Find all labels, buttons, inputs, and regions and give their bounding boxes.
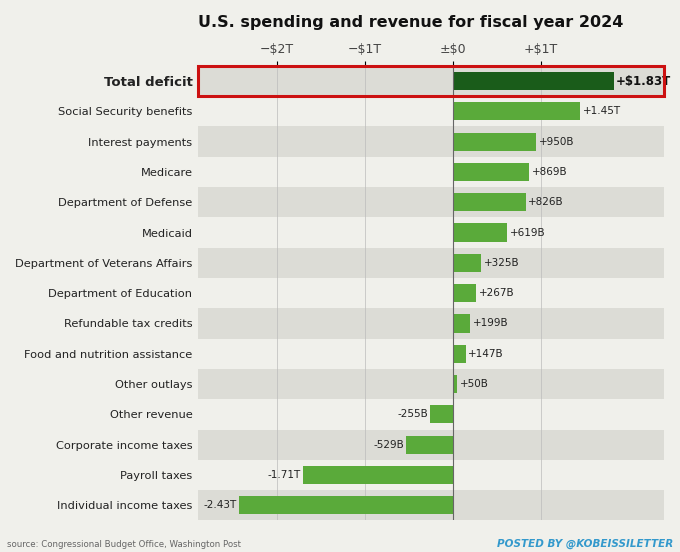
Text: -255B: -255B [398,410,428,420]
Bar [453,284,477,302]
Text: +869B: +869B [532,167,567,177]
Text: -2.43T: -2.43T [204,500,237,510]
Bar [453,102,581,120]
Bar [453,254,481,272]
Bar [198,369,664,399]
Bar [198,66,664,96]
Bar [198,248,664,278]
Bar [198,157,664,187]
Text: -1.71T: -1.71T [267,470,301,480]
Text: +950B: +950B [539,137,574,147]
Text: POSTED BY @KOBEISSILETTER: POSTED BY @KOBEISSILETTER [497,539,673,549]
Bar [453,224,507,242]
Bar [239,496,453,514]
Text: +619B: +619B [509,227,545,237]
Bar [407,436,453,454]
Bar [198,490,664,521]
Bar [198,399,664,429]
Bar [453,132,537,151]
Text: +50B: +50B [460,379,488,389]
Bar [198,429,664,460]
Bar [453,375,458,393]
Text: +147B: +147B [468,349,504,359]
Bar [453,72,614,90]
Bar [198,338,664,369]
Bar [198,126,664,157]
Bar [198,460,664,490]
Bar [198,278,664,309]
Bar [198,309,664,338]
Text: +199B: +199B [473,319,508,328]
Bar [453,193,526,211]
Text: +1.45T: +1.45T [583,107,621,116]
Text: +325B: +325B [483,258,520,268]
Text: source: Congressional Budget Office, Washington Post: source: Congressional Budget Office, Was… [7,540,241,549]
Text: +267B: +267B [479,288,514,298]
Bar [198,187,664,217]
Text: U.S. spending and revenue for fiscal year 2024: U.S. spending and revenue for fiscal yea… [198,15,624,30]
Bar [198,96,664,126]
Bar [453,163,529,181]
Bar [303,466,453,484]
Text: -529B: -529B [373,440,404,450]
Text: +826B: +826B [528,197,563,207]
Bar [198,217,664,248]
Bar [198,66,664,96]
Bar [430,405,453,423]
Bar [453,344,466,363]
Text: +$1.83T: +$1.83T [616,75,671,88]
Bar [453,315,471,332]
